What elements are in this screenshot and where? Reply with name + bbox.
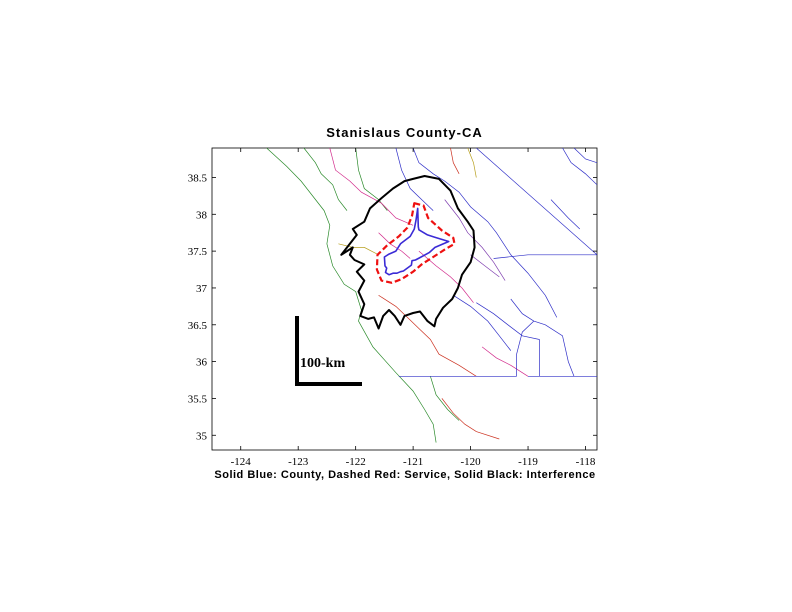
county-line-18 [453, 295, 512, 351]
county-line-20 [562, 148, 597, 186]
scale-bar-label: 100-km [300, 356, 345, 371]
county-line-17 [476, 302, 540, 340]
map-title: Stanislaus County-CA [326, 125, 483, 140]
x-tick-label: -119 [518, 456, 538, 468]
county-line-30 [550, 199, 581, 230]
service-contour [375, 202, 456, 284]
y-tick-label: 35 [196, 430, 208, 442]
axis-ticks-layer: -124 -123 -122 -121 -120 -119 -118 35 35.5 36 36.5… [188, 148, 597, 468]
y-tick-label: 36 [196, 357, 208, 369]
county-boundary [383, 207, 450, 276]
county-line-1 [266, 148, 437, 443]
y-tick-label: 37 [196, 283, 208, 295]
y-tick-label: 38 [196, 209, 208, 221]
county-line-2 [303, 148, 348, 211]
x-tick-label: -120 [460, 456, 481, 468]
county-line-13 [441, 398, 500, 440]
x-tick-label: -122 [346, 456, 366, 468]
y-tick-label: 35.5 [188, 393, 208, 405]
county-line-10 [338, 243, 379, 256]
county-line-16 [470, 254, 500, 278]
x-tick-label: -124 [231, 456, 252, 468]
interference-contour [340, 175, 476, 330]
county-line-22 [493, 254, 597, 259]
y-tick-label: 38.5 [188, 172, 208, 184]
county-line-5 [378, 232, 411, 259]
county-line-26 [516, 320, 535, 377]
y-tick-label: 37.5 [188, 246, 208, 258]
county-line-21 [476, 148, 597, 256]
county-line-29 [573, 148, 597, 164]
county-line-11 [450, 148, 460, 174]
map-caption: Solid Blue: County, Dashed Red: Service,… [214, 469, 596, 481]
county-line-7 [412, 148, 546, 296]
map-frame [211, 147, 598, 451]
county-line-3 [355, 148, 388, 211]
y-tick-label: 36.5 [188, 320, 208, 332]
county-line-9 [467, 148, 477, 178]
county-lines-layer [266, 148, 597, 443]
county-line-14 [430, 376, 460, 421]
contours-layer [340, 175, 476, 330]
county-line-4 [329, 148, 414, 226]
county-line-6 [418, 250, 474, 303]
x-tick-label: -123 [288, 456, 309, 468]
scale-bar: 100-km [295, 316, 362, 386]
county-line-19 [481, 346, 529, 377]
county-line-23 [510, 298, 575, 377]
x-tick-label: -118 [576, 456, 596, 468]
county-line-12 [378, 295, 477, 377]
x-tick-label: -121 [403, 456, 423, 468]
county-line-8 [395, 148, 434, 211]
county-line-24 [544, 295, 558, 318]
